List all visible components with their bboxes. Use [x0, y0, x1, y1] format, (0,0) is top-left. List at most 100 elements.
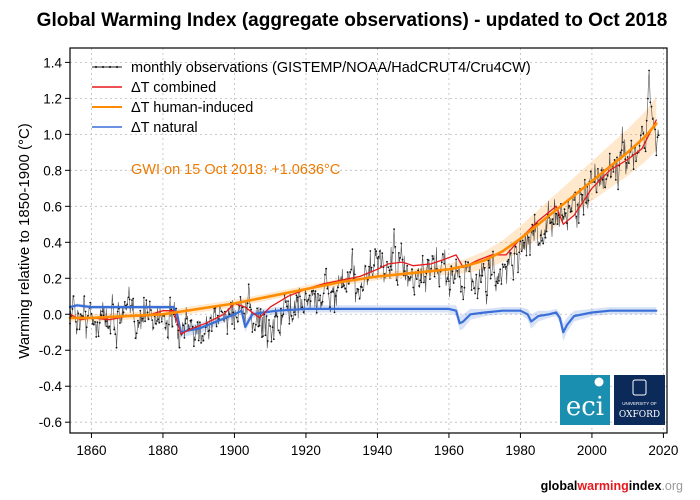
observation-point: [90, 312, 93, 315]
observation-point: [196, 321, 199, 324]
observation-point: [306, 300, 308, 302]
observation-point: [156, 320, 158, 322]
observation-point: [119, 322, 121, 324]
oxford-logo: UNIVERSITY OF OXFORD: [614, 375, 665, 425]
observation-point: [137, 319, 139, 322]
observation-point: [346, 271, 349, 273]
observation-point: [178, 346, 181, 349]
observation-point: [462, 298, 465, 301]
observation-point: [538, 242, 541, 245]
observation-point: [506, 260, 509, 263]
observation-point: [295, 294, 298, 297]
observation-point: [239, 296, 242, 298]
observation-point: [290, 314, 293, 317]
observation-point: [381, 252, 384, 255]
observation-point: [448, 280, 450, 282]
observation-point: [250, 308, 253, 311]
y-tick-label: -0.6: [39, 415, 62, 430]
legend: monthly observations (GISTEMP/NOAA/HadCR…: [92, 60, 531, 136]
observation-point: [597, 168, 599, 170]
observation-point: [345, 290, 348, 293]
observation-point: [231, 323, 234, 325]
observation-point: [492, 250, 494, 253]
observation-point: [78, 328, 81, 331]
observation-point: [264, 334, 267, 337]
observation-point: [606, 174, 609, 177]
y-tick-label: 1.2: [43, 91, 62, 106]
grid-lines: [70, 48, 667, 433]
observation-point: [604, 186, 606, 189]
observation-point: [115, 346, 118, 349]
observation-point: [452, 282, 455, 284]
observation-point: [320, 302, 323, 304]
observation-point: [325, 267, 328, 270]
observation-point: [347, 283, 350, 285]
observation-point: [166, 336, 169, 339]
observation-point: [628, 162, 630, 165]
site-footer: globalwarmingindex.org: [541, 479, 683, 493]
observation-point: [106, 325, 108, 328]
observation-point: [109, 332, 112, 335]
observation-point: [308, 294, 311, 297]
observation-point: [151, 319, 154, 321]
observation-point: [336, 289, 338, 292]
observation-point: [392, 251, 394, 254]
observation-point: [361, 286, 363, 288]
observation-point: [460, 290, 462, 293]
observation-point: [146, 311, 149, 314]
observation-point: [647, 97, 649, 100]
oxford-text: OXFORD: [619, 410, 660, 420]
observation-point: [643, 147, 646, 150]
observation-point: [368, 265, 370, 268]
observation-point: [362, 289, 364, 291]
observation-point: [408, 277, 411, 280]
observation-point: [395, 279, 398, 281]
x-tick-label: 2020: [648, 443, 678, 458]
observation-point: [519, 240, 522, 243]
observation-point: [334, 295, 337, 297]
observation-point: [482, 263, 485, 265]
y-tick-label: 0.8: [43, 163, 62, 178]
y-tick-label: -0.4: [39, 379, 63, 394]
plot-frame: [69, 47, 668, 434]
y-tick-label: 1.0: [43, 127, 62, 142]
observation-point: [499, 268, 502, 271]
observation-point: [95, 336, 98, 338]
observation-point: [343, 284, 345, 287]
observation-point: [620, 149, 623, 152]
observation-point: [165, 322, 168, 325]
observation-point: [160, 320, 163, 323]
observation-point: [118, 307, 120, 310]
observation-point: [200, 342, 203, 344]
observation-point: [355, 292, 357, 295]
observation-point: [541, 240, 543, 242]
observation-point: [514, 245, 517, 248]
observation-point: [357, 288, 360, 291]
observation-point: [477, 287, 480, 290]
observation-point: [589, 170, 592, 173]
x-axis-ticks: 1860 1880 1900 1920 1940 1960 1980 2000 2020: [76, 433, 678, 458]
observation-point: [158, 321, 161, 324]
legend-swatch-dot: [94, 65, 98, 69]
observation-point: [563, 208, 566, 211]
observation-point: [537, 244, 540, 246]
observation-point: [102, 314, 105, 317]
observation-point: [474, 292, 476, 295]
observation-point: [296, 296, 299, 299]
legend-label: monthly observations (GISTEMP/NOAA/HadCR…: [131, 60, 531, 76]
eci-logo-dot: [594, 377, 604, 387]
observation-point: [377, 255, 380, 258]
observation-point: [209, 317, 212, 320]
observation-point: [315, 311, 318, 314]
observation-point: [183, 337, 186, 339]
observation-point: [407, 276, 410, 278]
observation-point: [256, 307, 258, 310]
observation-point: [72, 295, 75, 297]
observation-point: [332, 290, 335, 293]
x-tick-label: 1940: [362, 443, 392, 458]
observation-point: [353, 273, 356, 276]
observation-point: [190, 319, 193, 321]
legend-swatch-dot: [115, 65, 119, 69]
observation-point: [625, 162, 628, 164]
observation-point: [243, 312, 245, 315]
